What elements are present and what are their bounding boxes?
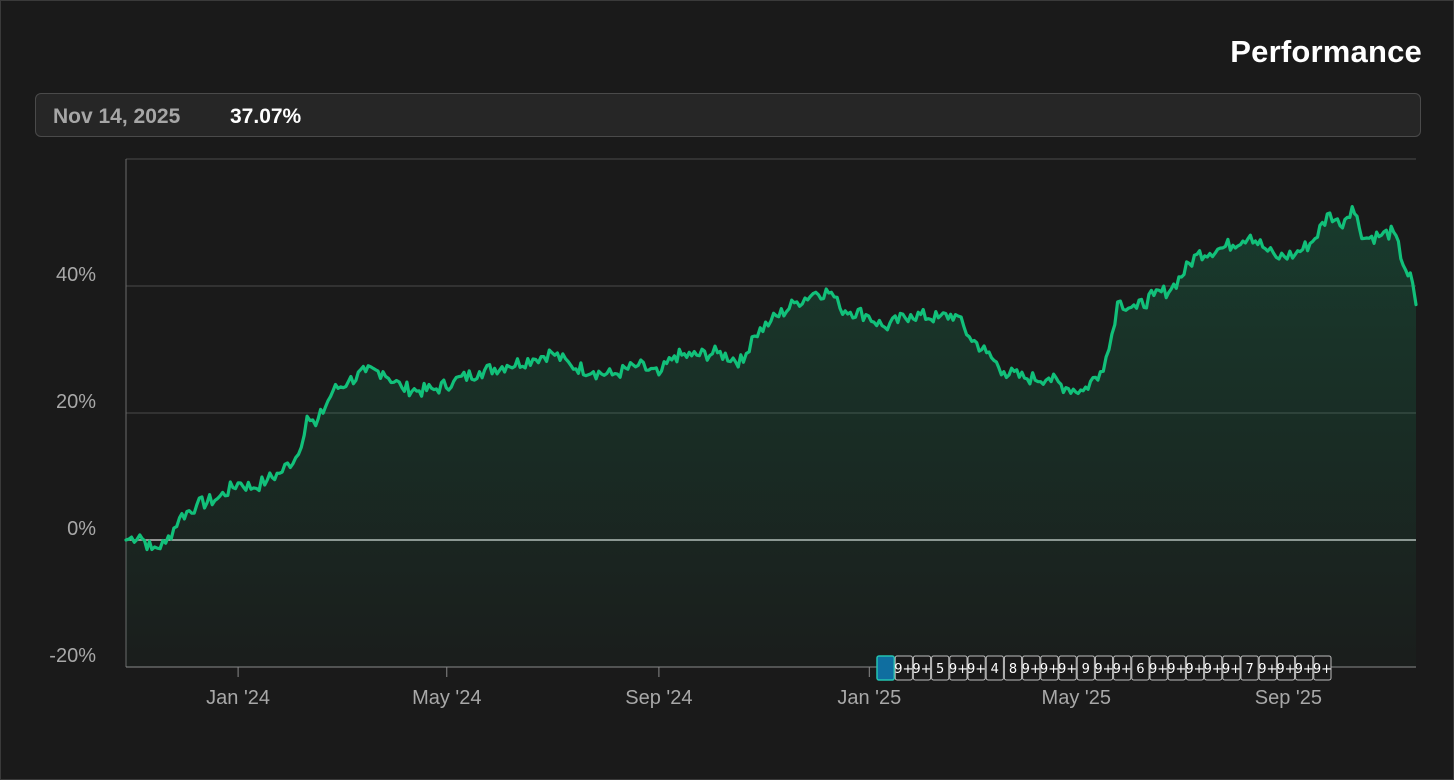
event-marker[interactable]: 6: [1131, 655, 1150, 681]
series-layer: [124, 205, 1418, 667]
event-marker-box: [1003, 655, 1023, 681]
event-marker-label: 9+: [967, 662, 986, 677]
hover-date: Nov 14, 2025: [53, 105, 181, 128]
event-marker-box: [1076, 655, 1095, 681]
event-marker-active[interactable]: [876, 655, 895, 681]
hover-value: 37.07%: [230, 105, 302, 128]
event-marker-label: 9+: [1222, 662, 1241, 677]
event-marker-box: [1058, 655, 1077, 681]
event-marker-label: 4: [991, 662, 999, 677]
event-marker[interactable]: 9+: [1149, 655, 1168, 681]
event-marker[interactable]: 9+: [1222, 655, 1241, 681]
event-marker[interactable]: 7: [1240, 655, 1259, 681]
event-marker[interactable]: 9+: [1022, 655, 1041, 681]
x-tick-label: Jan '25: [837, 687, 901, 709]
y-tick-label: 20%: [56, 391, 96, 413]
event-marker[interactable]: 9+: [1113, 655, 1132, 681]
event-marker[interactable]: 9+: [1040, 655, 1059, 681]
event-marker-label: 9+: [1149, 662, 1168, 677]
event-marker-box: [1258, 655, 1277, 681]
event-marker[interactable]: 9: [1076, 655, 1095, 681]
event-marker-box: [1040, 655, 1059, 681]
event-marker-box: [967, 655, 986, 681]
event-marker-label: 9+: [1276, 662, 1295, 677]
event-marker[interactable]: 9+: [1258, 655, 1277, 681]
event-marker[interactable]: 9+: [1295, 655, 1314, 681]
series-line: [124, 205, 1418, 552]
event-marker[interactable]: 9+: [1313, 655, 1332, 681]
event-marker-box: [1167, 655, 1186, 681]
event-marker-label: 9+: [1204, 662, 1223, 677]
event-marker-box: [1113, 655, 1132, 681]
x-tick-label: May '25: [1042, 687, 1111, 709]
event-marker-label: 9+: [1094, 662, 1113, 677]
event-marker-box: [1149, 655, 1168, 681]
event-marker-box: [949, 655, 968, 681]
event-marker-label: 9+: [912, 662, 931, 677]
event-marker-label: 9+: [894, 662, 913, 677]
event-marker-box: [1204, 655, 1223, 681]
event-marker-label: 9+: [1313, 662, 1332, 677]
event-marker[interactable]: 9+: [967, 655, 986, 681]
event-marker-box: [1240, 655, 1259, 681]
x-tick-label: Sep '25: [1255, 687, 1322, 709]
event-marker[interactable]: 9+: [1094, 655, 1114, 681]
event-marker[interactable]: 9+: [1185, 655, 1205, 681]
x-tick-label: Sep '24: [625, 687, 692, 709]
y-tick-label: 40%: [56, 264, 96, 286]
chart-title: Performance: [1230, 34, 1422, 69]
event-marker-label: 9+: [1258, 662, 1277, 677]
event-marker-box: [876, 655, 895, 681]
event-marker-label: 7: [1245, 662, 1253, 677]
event-marker-label: 9+: [1295, 662, 1314, 677]
event-marker-label: 9: [1082, 662, 1090, 677]
event-marker-box: [1131, 655, 1150, 681]
event-marker-label: 5: [936, 662, 944, 677]
event-marker-label: 9+: [1040, 662, 1059, 677]
series-area: [126, 206, 1416, 667]
event-marker[interactable]: 9+: [912, 655, 932, 681]
x-tick-label: Jan '24: [206, 687, 270, 709]
event-marker-label: 9+: [1022, 662, 1041, 677]
event-marker-label: 8: [1009, 662, 1017, 677]
event-marker-box: [894, 655, 913, 681]
event-marker[interactable]: 8: [1003, 655, 1023, 681]
y-tick-label: -20%: [49, 645, 96, 667]
event-marker[interactable]: 9+: [1167, 655, 1186, 681]
event-marker-box: [1022, 655, 1041, 681]
hover-info-bar: Nov 14, 2025 37.07%: [35, 93, 1421, 137]
event-marker-box: [1313, 655, 1332, 681]
event-marker[interactable]: 9+: [1058, 655, 1077, 681]
event-marker-box: [1276, 655, 1296, 681]
event-marker-box: [985, 655, 1004, 681]
event-marker[interactable]: 9+: [1276, 655, 1296, 681]
event-marker-box: [1185, 655, 1205, 681]
event-marker[interactable]: 5: [931, 655, 950, 681]
event-marker-label: 9+: [1167, 662, 1186, 677]
event-marker-box: [1094, 655, 1114, 681]
event-marker[interactable]: 9+: [894, 655, 913, 681]
event-marker[interactable]: 4: [985, 655, 1004, 681]
event-marker-box: [1222, 655, 1241, 681]
event-marker-label: 9+: [1113, 662, 1132, 677]
x-tick-label: May '24: [412, 687, 481, 709]
event-marker[interactable]: 9+: [949, 655, 968, 681]
event-marker-box: [912, 655, 932, 681]
event-marker[interactable]: 9+: [1204, 655, 1223, 681]
event-marker-label: 9+: [1058, 662, 1077, 677]
event-marker-label: 9+: [949, 662, 968, 677]
event-marker-label: 6: [1136, 662, 1144, 677]
event-marker-label: 9+: [1185, 662, 1204, 677]
event-marker-strip: 9+ 9+ 5 9+ 9+ 4 8 9+ 9+ 9+ 9 9+ 9+ 6 9+ 9+ 9+ 9+ 9+ 7 9+ 9+ 9+…: [876, 655, 1332, 681]
y-tick-label: 0%: [67, 518, 96, 540]
event-marker-box: [1295, 655, 1314, 681]
event-marker-box: [931, 655, 950, 681]
